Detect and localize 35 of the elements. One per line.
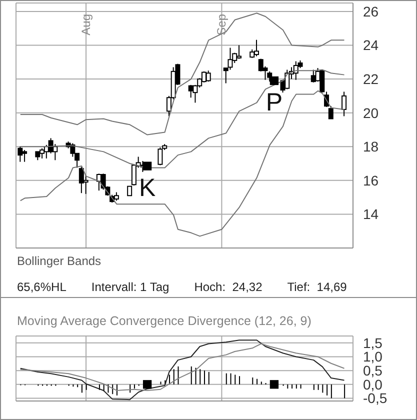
candlestick (228, 47, 233, 70)
text: Tief: 14,69 (287, 280, 347, 294)
candlestick (310, 69, 316, 83)
text: 65,6%HL (17, 280, 66, 294)
line-series (20, 343, 345, 391)
line-series (20, 340, 345, 400)
line-series (20, 12, 345, 136)
y-tick-label: 24 (363, 37, 379, 54)
annotation: K (138, 174, 156, 202)
y-tick-label: 20 (363, 104, 379, 121)
y-tick-label: 16 (363, 172, 379, 188)
candlestick (18, 146, 23, 162)
candlestick (206, 70, 211, 82)
x-tick-label: Aug (79, 14, 94, 36)
x-tick-label: Sep (214, 14, 229, 36)
candlestick (52, 144, 58, 161)
candlestick (342, 91, 347, 117)
text: Intervall: 1 Tag (91, 280, 170, 294)
candlestick (158, 146, 163, 166)
chart-title: Moving Average Convergence Divergence (12, 26, 9) (17, 314, 312, 328)
candlestick (236, 44, 242, 60)
y-tick-label: 1,0 (363, 348, 383, 365)
y-tick-label: 0,0 (363, 376, 383, 392)
y-tick-label: 22 (363, 71, 379, 88)
annotation: P (266, 88, 283, 117)
y-tick-label: 26 (363, 3, 379, 20)
y-tick-label: -0,5 (363, 390, 388, 406)
y-tick-label: 0,5 (363, 362, 383, 379)
candlestick (254, 39, 259, 57)
y-tick-label: 1,5 (363, 334, 383, 351)
text: Bollinger Bands (17, 254, 102, 268)
y-tick-label: 14 (363, 206, 379, 222)
candlestick (70, 142, 76, 158)
y-tick-label: 18 (363, 138, 379, 155)
text: Hoch: 24,32 (194, 280, 262, 294)
